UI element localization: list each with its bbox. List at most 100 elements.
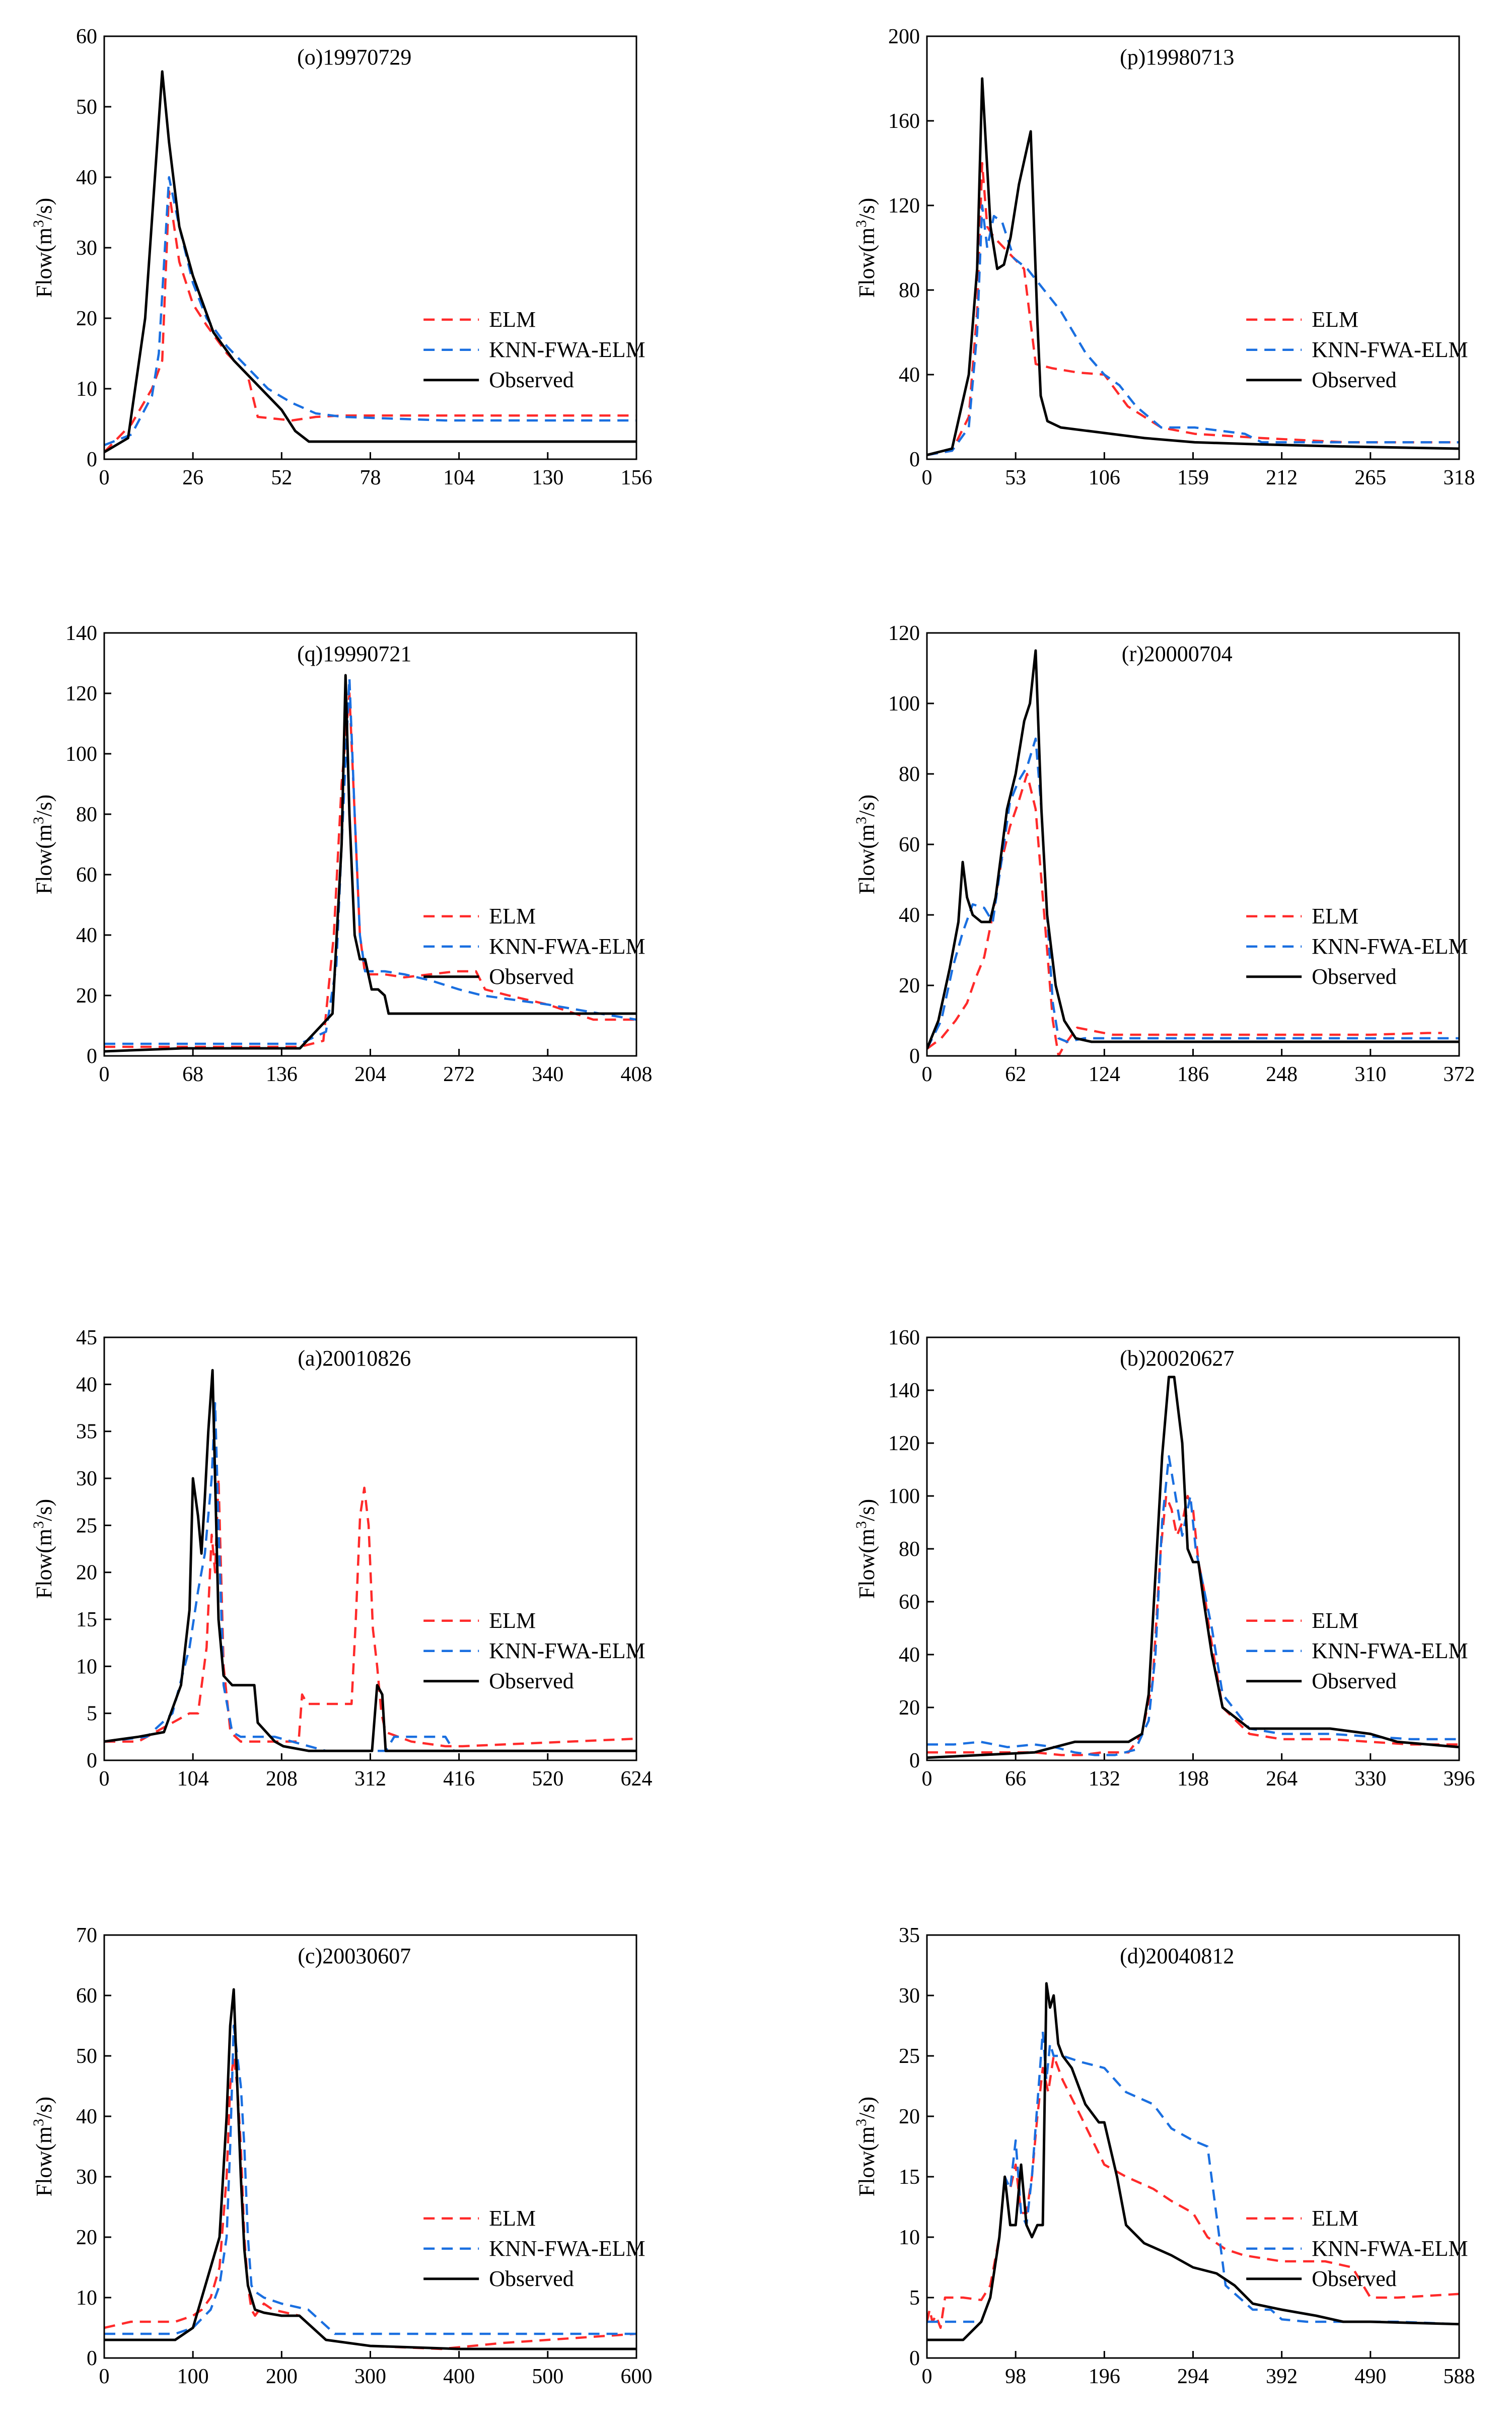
series-group: [927, 649, 1459, 1056]
x-tick-label: 0: [99, 1767, 110, 1791]
series-line-elm: [927, 772, 1442, 1056]
x-tick-label: 106: [1089, 466, 1120, 489]
x-tick-label: 198: [1177, 1767, 1209, 1791]
panel-title: (o)19970729: [297, 45, 411, 69]
x-tick-label: 520: [532, 1767, 563, 1791]
y-tick-label: 20: [76, 2226, 97, 2249]
panels: 0 26 52 78 104 130 1560102030405060(o)19970729…: [30, 25, 1475, 2388]
panel-2: 0 53 106 159 212 265 318 0 40 80 120 160 200 (p)19980…: [853, 25, 1475, 489]
panel-4: 0 62 124 186 248 310 372 0 20 40 60 80 100 120 (r)2000…: [853, 622, 1475, 1086]
legend-label: KNN-FWA-ELM: [489, 1638, 645, 1663]
y-tick-label: 40: [76, 924, 97, 947]
y-tick-label: 35: [76, 1420, 97, 1444]
legend-label: KNN-FWA-ELM: [1312, 337, 1468, 362]
series-line-knn-fwa-elm: [927, 737, 1459, 1050]
x-tick-label: 159: [1177, 466, 1209, 489]
y-tick-label: 10: [76, 2287, 97, 2310]
y-tick-label: 160: [888, 1326, 920, 1349]
series-line-observed: [104, 674, 636, 1053]
panel-title: (r)20000704: [1122, 641, 1233, 666]
x-tick-label: 0: [99, 1063, 110, 1086]
series-line-observed: [927, 77, 1459, 457]
panel-title: (q)19990721: [297, 641, 411, 666]
y-tick-label: 50: [76, 96, 97, 119]
series-group: [927, 1982, 1459, 2341]
series-group: [927, 1376, 1459, 1759]
x-tick-label: 300: [354, 2365, 386, 2388]
legend-label: ELM: [1312, 1608, 1358, 1633]
panel-title: (d)20040812: [1120, 1944, 1234, 1968]
series-line-elm: [927, 2054, 1459, 2329]
y-tick-label: 35: [899, 1924, 920, 1947]
x-tick-label: 104: [177, 1767, 209, 1791]
legend: ELM KNN-FWA-ELM Observed: [1246, 2206, 1468, 2291]
y-tick-label: 40: [899, 1644, 920, 1667]
series-group: [104, 1369, 636, 1752]
legend-label: ELM: [1312, 2206, 1358, 2231]
y-tick-label: 120: [888, 622, 920, 645]
x-tick-label: 272: [443, 1063, 475, 1086]
y-tick-label: 70: [76, 1924, 97, 1947]
y-axis-label: Flow(m3/s): [30, 2097, 56, 2196]
series-line-observed: [927, 1376, 1459, 1759]
y-tick-label: 40: [76, 2105, 97, 2128]
x-tick-label: 100: [177, 2365, 209, 2388]
x-tick-label: 130: [532, 466, 563, 489]
y-tick-label: 100: [65, 743, 97, 766]
y-axis-label: Flow(m3/s): [853, 1499, 879, 1599]
legend-label: Observed: [489, 368, 574, 392]
panel-1: 0 26 52 78 104 130 156 0 10 20 30 40 50 60 (o)19970729…: [30, 25, 653, 489]
legend-label: ELM: [1312, 904, 1358, 929]
panel-7: 0 100 200 300 400 500 600 0 10 20 30 40 50 60 70 (c)200…: [30, 1924, 653, 2388]
y-tick-label: 40: [76, 166, 97, 189]
series-line-observed: [927, 649, 1459, 1049]
y-tick-label: 15: [76, 1608, 97, 1631]
y-tick-label: 30: [76, 1467, 97, 1490]
panel-title: (b)20020627: [1120, 1346, 1234, 1371]
y-tick-label: 100: [888, 692, 920, 716]
y-tick-label: 25: [899, 2045, 920, 2068]
x-tick-label: 200: [266, 2365, 298, 2388]
legend: ELM KNN-FWA-ELM Observed: [423, 2206, 645, 2291]
y-tick-label: 25: [76, 1514, 97, 1537]
x-tick-label: 66: [1005, 1767, 1026, 1791]
y-tick-label: 20: [76, 307, 97, 330]
y-tick-label: 80: [899, 1538, 920, 1561]
y-tick-label: 20: [899, 974, 920, 997]
y-tick-label: 0: [87, 448, 97, 471]
y-tick-label: 20: [899, 1696, 920, 1720]
series-line-observed: [927, 1982, 1459, 2341]
series-line-knn-fwa-elm: [104, 1402, 636, 1752]
x-tick-label: 294: [1177, 2365, 1209, 2388]
y-tick-label: 30: [76, 237, 97, 260]
panel-title: (p)19980713: [1120, 45, 1234, 69]
y-axis-label: Flow(m3/s): [853, 2097, 879, 2196]
y-tick-label: 20: [76, 1561, 97, 1585]
panel-5: 0 104 208 312 416 520 624 0 5 10 15 20 25 30 35 40 45 (a)…: [30, 1326, 653, 1791]
x-tick-label: 53: [1005, 466, 1026, 489]
y-tick-label: 120: [888, 1432, 920, 1455]
x-tick-label: 62: [1005, 1063, 1026, 1086]
y-tick-label: 0: [909, 2347, 920, 2370]
legend: ELM KNN-FWA-ELM Observed: [423, 904, 645, 989]
y-tick-label: 60: [76, 25, 97, 48]
y-tick-label: 140: [65, 622, 97, 645]
legend-label: Observed: [1312, 1669, 1397, 1693]
x-tick-label: 318: [1444, 466, 1475, 489]
series-line-knn-fwa-elm: [104, 677, 636, 1045]
x-tick-label: 0: [99, 466, 110, 489]
y-tick-label: 0: [909, 1045, 920, 1068]
x-tick-label: 416: [443, 1767, 475, 1791]
x-tick-label: 68: [182, 1063, 203, 1086]
y-tick-label: 60: [76, 1984, 97, 2008]
y-tick-label: 0: [909, 1749, 920, 1772]
series-group: [104, 70, 636, 454]
x-tick-label: 400: [443, 2365, 475, 2388]
y-tick-label: 40: [899, 364, 920, 387]
legend-label: Observed: [489, 2266, 574, 2291]
y-tick-label: 140: [888, 1379, 920, 1402]
y-tick-label: 45: [76, 1326, 97, 1349]
y-tick-label: 60: [899, 1591, 920, 1614]
legend-label: Observed: [1312, 2266, 1397, 2291]
